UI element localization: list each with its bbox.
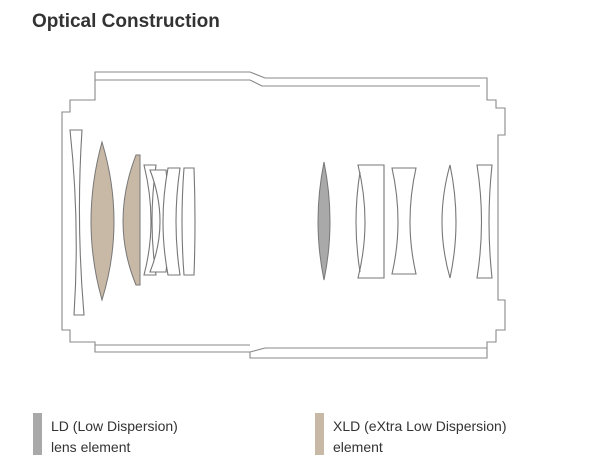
legend-label: lens element xyxy=(51,439,130,455)
title: Optical Construction xyxy=(32,11,220,32)
legend-label: element xyxy=(333,439,383,455)
legend-label: XLD (eXtra Low Dispersion) xyxy=(333,418,507,434)
legend-swatch xyxy=(315,413,324,455)
legend-swatch xyxy=(33,413,42,455)
legend: LD (Low Dispersion) lens element XLD (eXtr… xyxy=(33,413,507,455)
legend-label: LD (Low Dispersion) xyxy=(51,418,178,434)
xld-lens xyxy=(90,140,115,302)
xld-lens xyxy=(122,154,141,286)
ld-lens xyxy=(317,161,331,281)
lens-diagram xyxy=(61,71,506,359)
